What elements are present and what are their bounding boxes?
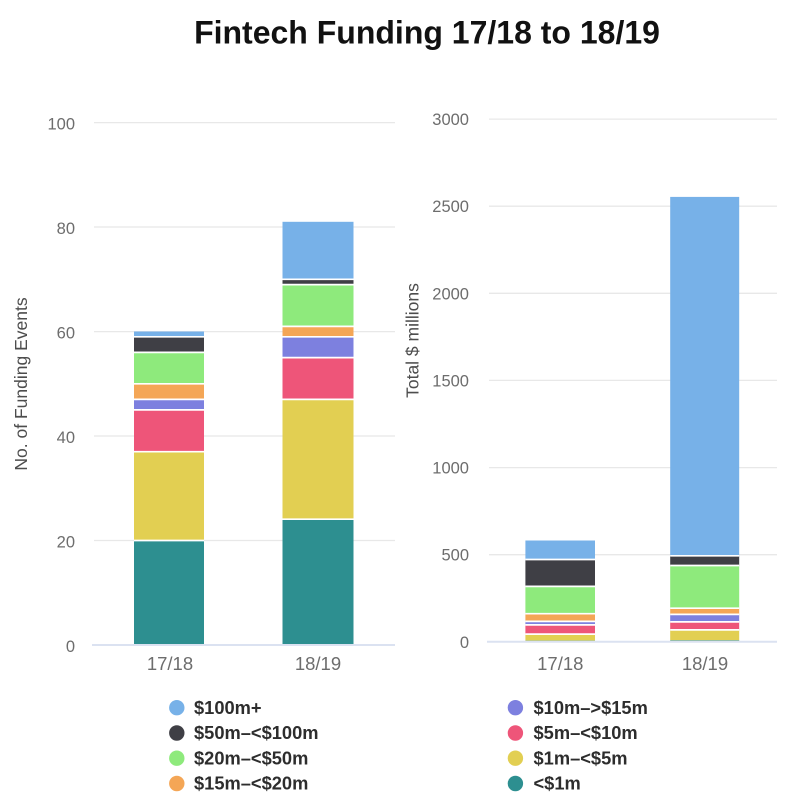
svg-text:0: 0	[460, 634, 469, 652]
svg-text:No. of Funding Events: No. of Funding Events	[11, 297, 31, 470]
svg-text:18/19: 18/19	[682, 653, 728, 674]
svg-text:0: 0	[66, 638, 75, 656]
svg-text:80: 80	[57, 220, 75, 238]
svg-text:$5m–<$10m: $5m–<$10m	[534, 722, 638, 743]
svg-text:1500: 1500	[432, 372, 469, 390]
svg-text:18/19: 18/19	[295, 653, 341, 674]
svg-text:17/18: 17/18	[147, 653, 193, 674]
svg-text:2500: 2500	[432, 198, 469, 216]
svg-text:60: 60	[57, 325, 75, 343]
svg-text:<$1m: <$1m	[534, 773, 581, 794]
svg-text:40: 40	[57, 429, 75, 447]
svg-text:$10m–>$15m: $10m–>$15m	[534, 697, 648, 718]
svg-text:$1m–<$5m: $1m–<$5m	[534, 747, 628, 768]
svg-text:3000: 3000	[432, 111, 469, 129]
svg-text:$100m+: $100m+	[194, 697, 262, 718]
svg-text:500: 500	[441, 547, 469, 565]
svg-text:20: 20	[57, 534, 75, 552]
svg-text:Total $ millions: Total $ millions	[403, 283, 423, 398]
svg-text:17/18: 17/18	[537, 653, 583, 674]
svg-text:2000: 2000	[432, 285, 469, 303]
svg-text:Fintech Funding 17/18 to 18/19: Fintech Funding 17/18 to 18/19	[194, 15, 660, 51]
svg-text:1000: 1000	[432, 460, 469, 478]
svg-text:$20m–<$50m: $20m–<$50m	[194, 747, 308, 768]
svg-text:$15m–<$20m: $15m–<$20m	[194, 773, 308, 794]
svg-text:$50m–<$100m: $50m–<$100m	[194, 722, 319, 743]
svg-text:100: 100	[47, 116, 75, 134]
